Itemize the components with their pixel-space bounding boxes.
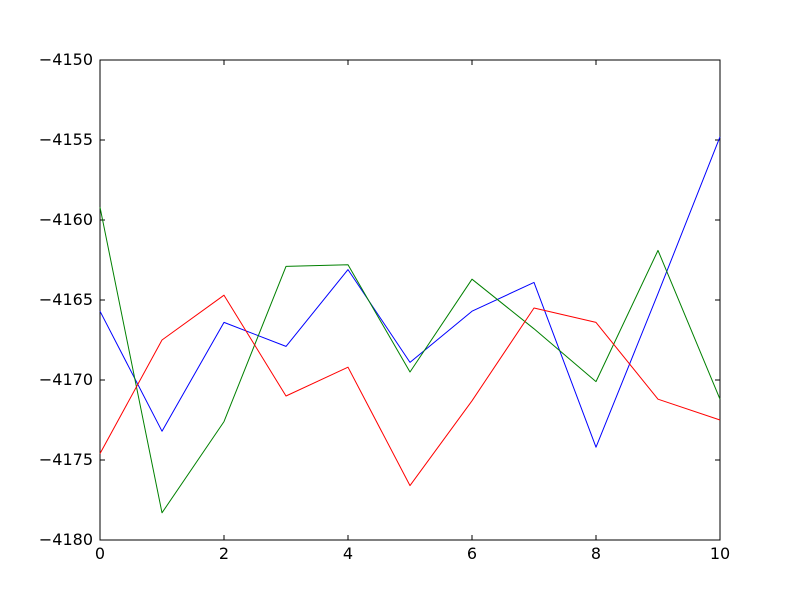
series-red-line bbox=[99, 294, 721, 487]
y-tick-label: −4150 bbox=[39, 50, 93, 69]
x-tick-label: 0 bbox=[95, 544, 105, 563]
x-tick-label: 4 bbox=[343, 544, 353, 563]
y-tick-label: −4175 bbox=[39, 450, 93, 469]
series-green-line bbox=[99, 207, 721, 514]
x-tick-label: 10 bbox=[710, 544, 730, 563]
y-tick-label: −4165 bbox=[39, 290, 93, 309]
y-tick-label: −4160 bbox=[39, 210, 93, 229]
y-tick-label: −4155 bbox=[39, 130, 93, 149]
x-tick-label: 6 bbox=[467, 544, 477, 563]
y-tick-label: −4170 bbox=[39, 370, 93, 389]
y-tick-label: −4180 bbox=[39, 530, 93, 549]
x-tick-label: 2 bbox=[219, 544, 229, 563]
series-blue-line bbox=[99, 136, 721, 448]
x-tick-label: 8 bbox=[591, 544, 601, 563]
